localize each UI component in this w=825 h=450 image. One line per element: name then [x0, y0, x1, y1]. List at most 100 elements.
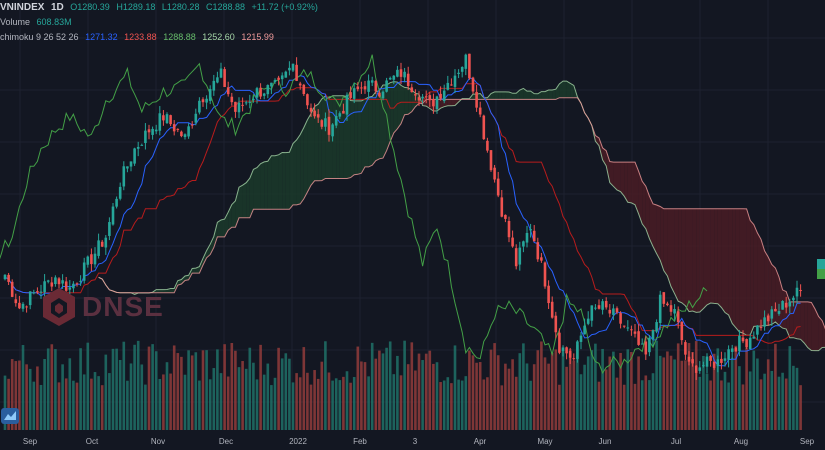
candle-body [57, 278, 61, 285]
candle [525, 225, 529, 248]
symbol-legend[interactable]: VNINDEX 1D O1280.39 H1289.18 L1280.28 C1… [0, 2, 322, 13]
cloud-segment [293, 139, 297, 205]
volume-bar [50, 344, 54, 430]
candle-body [622, 325, 626, 327]
candle-body [561, 347, 565, 351]
candle-body [604, 300, 608, 308]
candle [450, 78, 453, 86]
candle [162, 110, 165, 126]
candle [493, 164, 496, 183]
cloud-segment [743, 208, 747, 336]
cloud-segment [602, 147, 607, 166]
volume-bar [392, 374, 396, 430]
cloud-segment [242, 182, 247, 218]
candle-body [61, 280, 64, 284]
volume-bar [763, 373, 766, 430]
ichimoku-legend[interactable]: chimoku 9 26 52 26 1271.32 1233.88 1288.… [0, 32, 278, 42]
cloud-segment [390, 81, 394, 142]
cloud-segment [635, 162, 639, 214]
candle [684, 340, 687, 360]
close-value: C1288.88 [205, 2, 246, 12]
candle-body [630, 329, 633, 331]
candle [687, 351, 691, 366]
candle [608, 304, 612, 318]
candle [280, 72, 284, 86]
volume-bar [57, 382, 61, 430]
lagging-value: 1288.88 [163, 32, 196, 42]
candle [208, 85, 212, 105]
candle [147, 124, 151, 140]
chart-settings-icon[interactable] [1, 408, 19, 424]
candle-body [75, 283, 79, 285]
candle [792, 295, 795, 307]
ichimoku-lines [0, 54, 825, 374]
cloud-segment [278, 152, 283, 210]
candle-body [770, 309, 774, 319]
x-tick-label: 2022 [289, 437, 307, 446]
candle [496, 171, 500, 198]
cloud-segment [311, 106, 315, 186]
volume-bar [478, 362, 482, 430]
candle [169, 114, 172, 127]
interval-label[interactable]: 1D [50, 2, 64, 13]
candle [133, 147, 136, 166]
cloud-segment [350, 100, 355, 178]
candle-body [277, 77, 280, 80]
candle-body [536, 242, 540, 260]
candle [158, 106, 162, 136]
cloud-segment [789, 301, 794, 338]
candle [406, 66, 410, 91]
volume-bar [450, 383, 453, 430]
cloud-segment [354, 100, 358, 175]
candle-body [28, 291, 32, 306]
candle-body [504, 214, 507, 219]
candle-body [741, 337, 745, 342]
candle-body [86, 256, 90, 265]
candle-body [471, 77, 475, 92]
cloud-segment [440, 99, 445, 109]
volume-bar [345, 371, 349, 430]
x-tick-label: Sep [800, 437, 815, 446]
candle [219, 62, 223, 79]
volume-bar [799, 385, 802, 430]
cloud-segment [541, 91, 545, 100]
volume-bar [784, 378, 788, 430]
cloud-segment [332, 95, 337, 179]
candle-body [716, 359, 720, 366]
volume-bar [7, 378, 10, 430]
candle [331, 123, 334, 142]
candle-body [576, 341, 579, 359]
cloud-segment [415, 93, 419, 107]
cloud-segment [800, 301, 805, 344]
candle [234, 101, 237, 118]
volume-legend[interactable]: Volume 608.83M [0, 17, 76, 27]
cloud-segment [509, 91, 513, 100]
candle [10, 279, 14, 298]
cloud-segment [707, 208, 711, 305]
volume-bar [61, 364, 64, 430]
candle-body [712, 361, 716, 368]
symbol-name[interactable]: VNINDEX [0, 2, 45, 13]
candle-body [752, 336, 756, 339]
candle-body [608, 309, 612, 314]
volume-bar [648, 380, 651, 430]
volume-bar [712, 353, 716, 430]
candle [622, 325, 626, 329]
volume-bar [536, 350, 540, 430]
x-tick-label: Apr [474, 437, 487, 446]
candle [756, 325, 759, 340]
cloud-segment [699, 208, 704, 312]
candle [363, 80, 367, 94]
candle-body [356, 86, 360, 90]
cloud-segment [296, 134, 301, 205]
candle-body [378, 92, 381, 97]
candle-body [612, 308, 615, 315]
cloud-segment [336, 95, 340, 179]
cloud-segment [401, 85, 405, 124]
x-axis-band [0, 430, 825, 450]
watermark-text: DNSE [82, 291, 164, 322]
volume-bar [788, 346, 792, 430]
candle [630, 325, 633, 336]
